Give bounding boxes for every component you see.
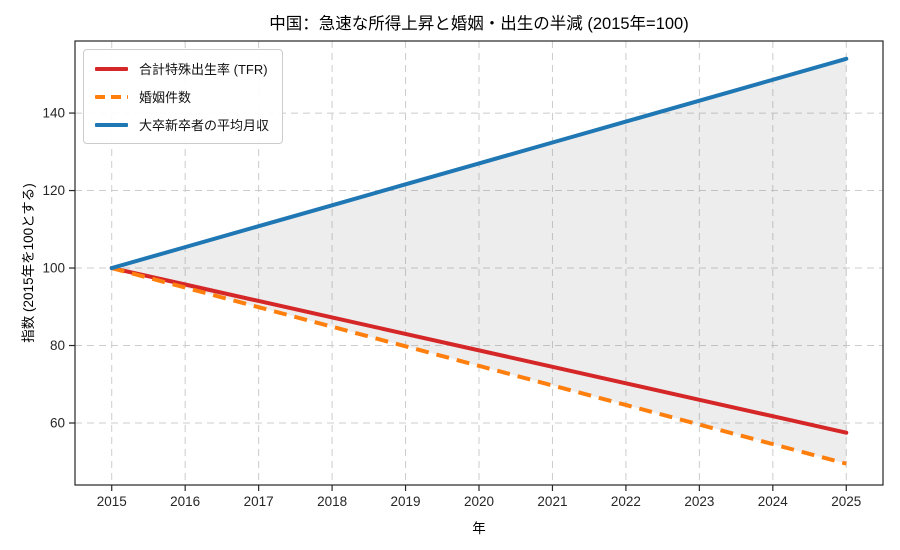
income-line-swatch [95,122,128,127]
marriages-line-swatch [95,94,128,99]
y-tick-label-120: 120 [42,183,65,198]
legend-item-tfr: 合計特殊出生率 (TFR) [95,59,269,78]
x-tick-label-2015: 2015 [97,494,127,509]
fill-between-area [111,58,847,464]
tfr-line-swatch [95,66,128,71]
legend: 合計特殊出生率 (TFR) 婚姻件数 大卒新卒者の平均月収 [83,49,284,144]
legend-item-marriages: 婚姻件数 [95,87,269,106]
chart-title: 中国：急速な所得上昇と婚姻・出生の半減 (2015年=100) [269,15,689,33]
legend-label-marriages: 婚姻件数 [139,90,192,105]
x-tick-label-2020: 2020 [464,494,494,509]
x-tick-label-2016: 2016 [170,494,200,509]
x-tick-label-2024: 2024 [758,494,789,509]
y-tick-label-60: 60 [50,416,65,431]
series-line-tfr [109,266,849,435]
x-tick-label-2019: 2019 [391,494,421,509]
x-tick-label-2017: 2017 [244,494,274,509]
y-tick-label-100: 100 [42,261,65,276]
x-axis-label: 年 [472,521,486,536]
x-tick-label-2018: 2018 [317,494,347,509]
series-line-marriages [111,266,847,466]
legend-label-tfr: 合計特殊出生率 (TFR) [139,62,268,77]
y-tick-label-140: 140 [42,106,65,121]
legend-label-income: 大卒新卒者の平均月収 [139,118,270,133]
x-tick-label-2021: 2021 [537,494,567,509]
x-tick-label-2022: 2022 [611,494,641,509]
series-line-income [109,56,849,271]
y-tick-label-80: 80 [50,338,65,353]
x-tick-label-2025: 2025 [831,494,861,509]
x-tick-label-2023: 2023 [684,494,714,509]
legend-item-income: 大卒新卒者の平均月収 [95,115,269,134]
